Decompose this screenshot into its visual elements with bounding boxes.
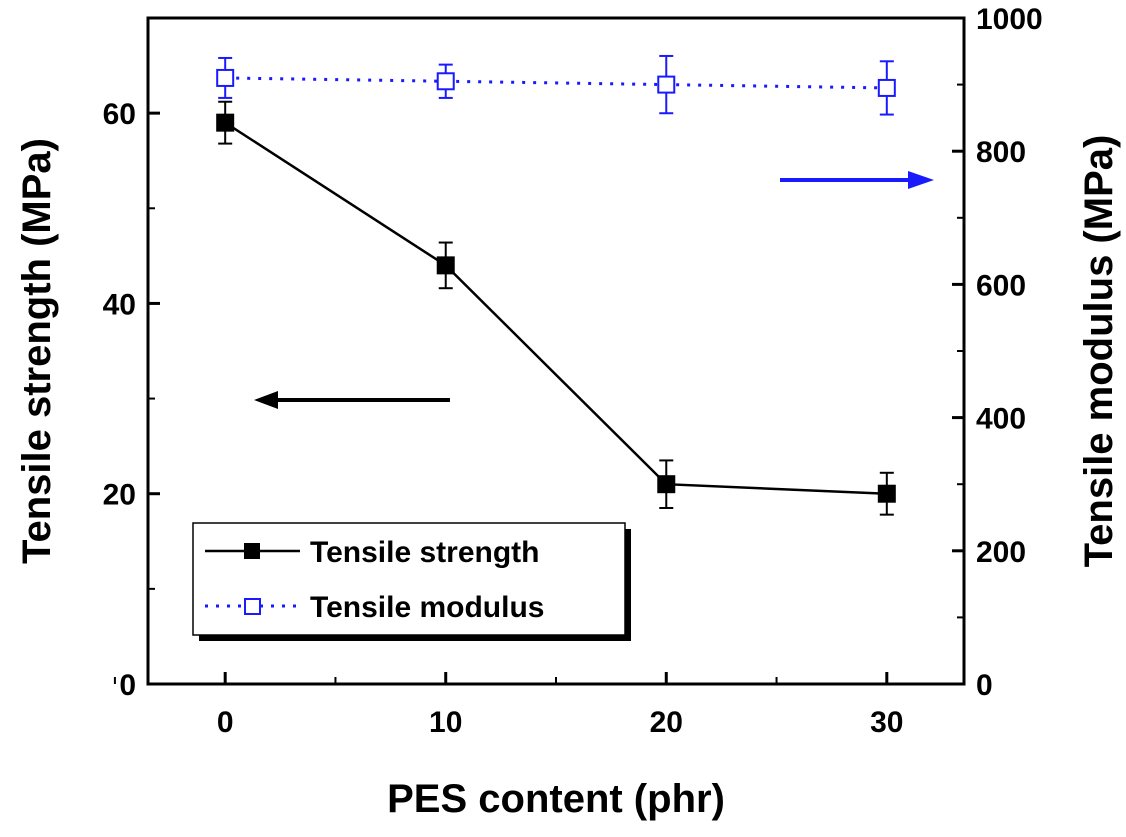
legend-box xyxy=(192,522,626,636)
y-right-tick-label: 1000 xyxy=(976,3,1043,36)
series-tensile-strength xyxy=(216,100,896,516)
legend-marker-tensile-modulus xyxy=(244,598,261,615)
y-left-tick-label: 40 xyxy=(103,288,136,321)
data-point xyxy=(436,72,455,91)
data-point xyxy=(216,68,235,87)
y-right-tick-label: 400 xyxy=(976,403,1026,436)
y-left-tick-label: 60 xyxy=(103,98,136,131)
data-point xyxy=(657,475,676,494)
series-tensile-modulus xyxy=(216,54,896,116)
x-tick-label: 10 xyxy=(429,706,462,739)
legend-marker-tensile-strength xyxy=(244,543,260,559)
series-layer xyxy=(216,54,896,516)
data-point xyxy=(877,78,896,97)
legend-label-tensile-strength: Tensile strength xyxy=(310,536,539,569)
data-point xyxy=(877,484,896,503)
y-right-tick-label: 600 xyxy=(976,269,1026,302)
x-tick-label: 20 xyxy=(650,706,683,739)
annotation-layer xyxy=(254,171,934,409)
y-left-tick-label: 0 xyxy=(119,669,136,702)
x-tick-label: 30 xyxy=(870,706,903,739)
data-point xyxy=(216,113,235,132)
legend-label-tensile-modulus: Tensile modulus xyxy=(310,591,544,624)
data-point xyxy=(436,256,455,275)
series-line-tensile-modulus xyxy=(225,76,887,90)
series-line-tensile-strength xyxy=(224,121,887,495)
y-right-tick-label: 0 xyxy=(976,669,993,702)
left-axis-arrow-head xyxy=(254,391,278,409)
x-axis-title: PES content (phr) xyxy=(387,777,725,821)
y-right-tick-label: 800 xyxy=(976,136,1026,169)
y-left-tick-label: 20 xyxy=(103,479,136,512)
data-point xyxy=(657,75,676,94)
y-right-tick-label: 200 xyxy=(976,536,1026,569)
y-left-axis-title: Tensile strength (MPa) xyxy=(15,138,59,564)
y-right-axis-title: Tensile modulus (MPa) xyxy=(1077,135,1121,568)
right-axis-arrow-head xyxy=(908,171,934,189)
x-tick-label: 0 xyxy=(217,706,234,739)
legend: Tensile strength Tensile modulus xyxy=(192,522,631,641)
